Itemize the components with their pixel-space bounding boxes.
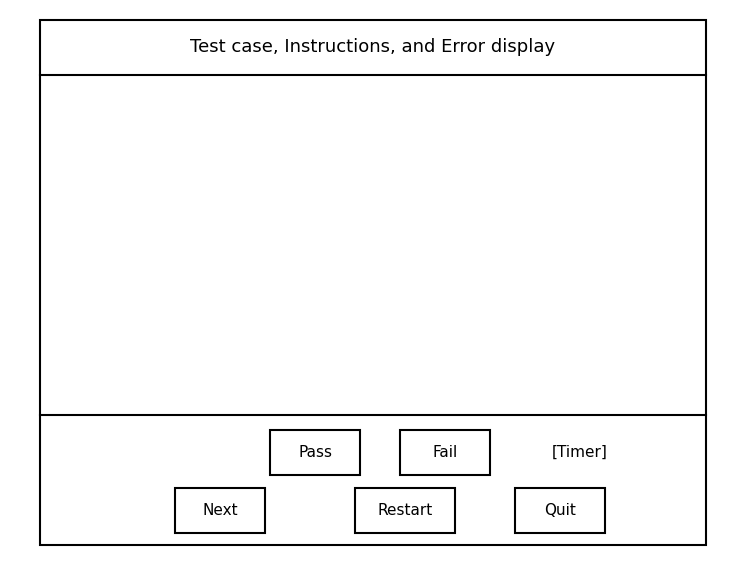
Bar [270,430,360,475]
Text: [Timer]: [Timer] [552,445,608,460]
Bar [40,20,706,545]
Text: Pass: Pass [298,445,332,460]
Text: Next: Next [202,503,238,518]
Bar [355,488,455,533]
Bar [175,488,265,533]
Text: Quit: Quit [544,503,576,518]
Bar [515,488,605,533]
Text: Fail: Fail [433,445,457,460]
Text: Restart: Restart [377,503,433,518]
Bar [400,430,490,475]
Text: Test case, Instructions, and Error display: Test case, Instructions, and Error displ… [190,38,556,56]
